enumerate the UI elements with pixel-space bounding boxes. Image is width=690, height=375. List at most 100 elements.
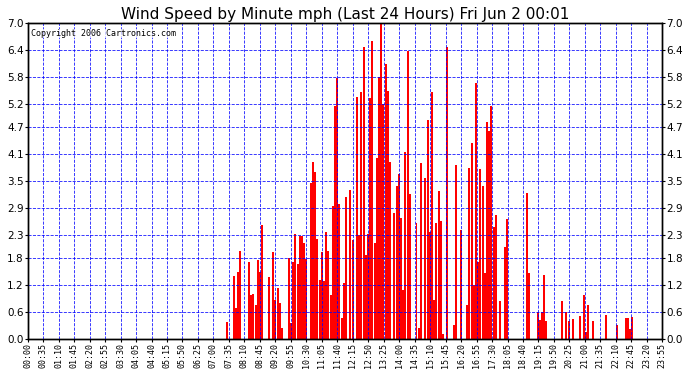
- Bar: [327, 251, 329, 339]
- Bar: [367, 234, 369, 339]
- Bar: [442, 334, 444, 339]
- Bar: [255, 305, 257, 339]
- Bar: [605, 315, 607, 339]
- Bar: [500, 301, 501, 339]
- Bar: [299, 236, 301, 339]
- Bar: [404, 152, 406, 339]
- Bar: [433, 300, 435, 339]
- Bar: [528, 273, 530, 339]
- Bar: [275, 300, 277, 339]
- Bar: [631, 317, 633, 339]
- Bar: [376, 159, 378, 339]
- Bar: [437, 191, 440, 339]
- Bar: [292, 262, 294, 339]
- Bar: [539, 320, 541, 339]
- Bar: [330, 295, 332, 339]
- Bar: [587, 304, 589, 339]
- Bar: [290, 323, 292, 339]
- Bar: [409, 194, 411, 339]
- Bar: [334, 106, 336, 339]
- Bar: [338, 204, 340, 339]
- Bar: [384, 64, 386, 339]
- Bar: [233, 276, 235, 339]
- Bar: [387, 91, 389, 339]
- Bar: [356, 97, 358, 339]
- Bar: [365, 255, 367, 339]
- Bar: [493, 227, 495, 339]
- Bar: [471, 143, 473, 339]
- Bar: [259, 272, 261, 339]
- Bar: [415, 223, 417, 339]
- Bar: [543, 275, 545, 339]
- Bar: [253, 294, 255, 339]
- Bar: [336, 78, 338, 339]
- Bar: [420, 163, 422, 339]
- Bar: [585, 332, 587, 339]
- Bar: [389, 162, 391, 339]
- Text: Copyright 2006 Cartronics.com: Copyright 2006 Cartronics.com: [31, 29, 176, 38]
- Bar: [489, 130, 490, 339]
- Bar: [486, 122, 488, 339]
- Bar: [475, 83, 477, 339]
- Bar: [506, 219, 508, 339]
- Bar: [627, 318, 629, 339]
- Bar: [473, 285, 475, 339]
- Bar: [325, 232, 327, 339]
- Bar: [526, 193, 528, 339]
- Bar: [371, 40, 373, 339]
- Bar: [495, 215, 497, 339]
- Title: Wind Speed by Minute mph (Last 24 Hours) Fri Jun 2 00:01: Wind Speed by Minute mph (Last 24 Hours)…: [121, 7, 569, 22]
- Bar: [424, 178, 426, 339]
- Bar: [477, 262, 479, 339]
- Bar: [561, 301, 563, 339]
- Bar: [310, 183, 312, 339]
- Bar: [484, 273, 486, 339]
- Bar: [316, 239, 318, 339]
- Bar: [537, 312, 539, 339]
- Bar: [616, 325, 618, 339]
- Bar: [248, 261, 250, 339]
- Bar: [546, 321, 547, 339]
- Bar: [406, 51, 408, 339]
- Bar: [369, 98, 371, 339]
- Bar: [480, 170, 482, 339]
- Bar: [565, 312, 567, 339]
- Bar: [239, 251, 241, 339]
- Bar: [235, 308, 237, 339]
- Bar: [343, 283, 345, 339]
- Bar: [297, 264, 299, 339]
- Bar: [482, 186, 484, 339]
- Bar: [363, 47, 364, 339]
- Bar: [592, 321, 593, 339]
- Bar: [382, 104, 384, 339]
- Bar: [323, 281, 325, 339]
- Bar: [393, 213, 395, 339]
- Bar: [281, 328, 283, 339]
- Bar: [428, 232, 431, 339]
- Bar: [431, 92, 433, 339]
- Bar: [380, 23, 382, 339]
- Bar: [435, 223, 437, 339]
- Bar: [491, 106, 493, 339]
- Bar: [572, 320, 574, 339]
- Bar: [288, 258, 290, 339]
- Bar: [301, 236, 303, 339]
- Bar: [262, 225, 264, 339]
- Bar: [319, 280, 321, 339]
- Bar: [583, 295, 585, 339]
- Bar: [440, 221, 442, 339]
- Bar: [273, 252, 275, 339]
- Bar: [426, 120, 428, 339]
- Bar: [277, 288, 279, 339]
- Bar: [332, 206, 334, 339]
- Bar: [417, 327, 420, 339]
- Bar: [378, 77, 380, 339]
- Bar: [578, 316, 580, 339]
- Bar: [306, 259, 307, 339]
- Bar: [250, 295, 253, 339]
- Bar: [455, 165, 457, 339]
- Bar: [568, 321, 569, 339]
- Bar: [466, 305, 468, 339]
- Bar: [360, 92, 362, 339]
- Bar: [504, 247, 506, 339]
